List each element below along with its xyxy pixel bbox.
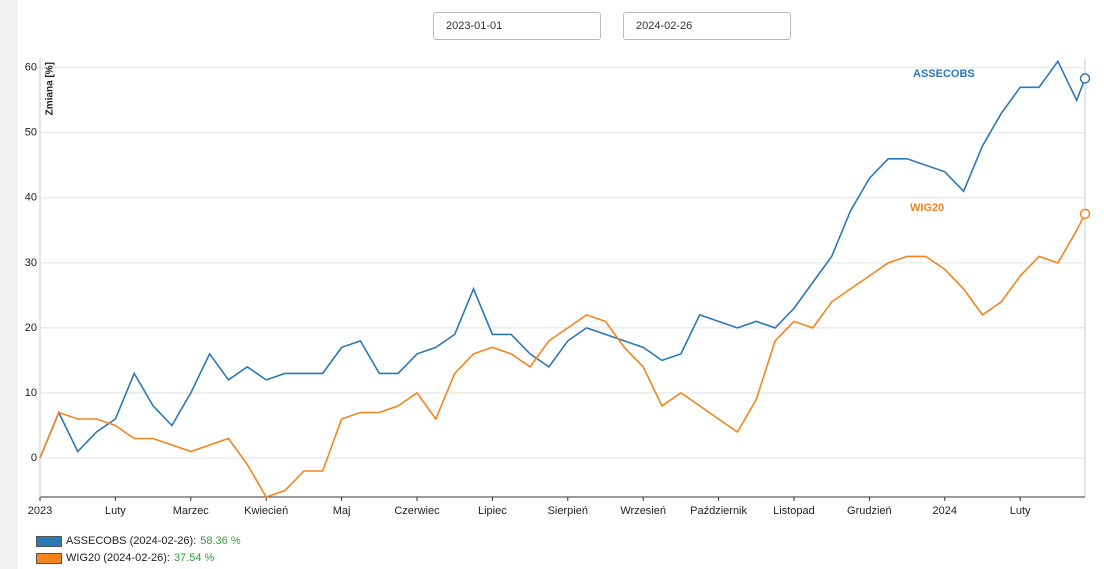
x-tick-label: Listopad [773,505,815,517]
x-tick-label: 2024 [933,505,957,517]
y-tick-label: 50 [25,127,37,139]
y-tick-label: 40 [25,192,37,204]
legend-value: 37.54 % [173,552,215,564]
x-tick-label: Kwiecień [244,505,288,517]
x-tick-label: 2023 [28,505,52,517]
series-line [39,213,1086,498]
end-date-input[interactable]: 2024-02-26 [623,12,791,40]
y-tick-label: 0 [31,452,37,464]
series-label: ASSECOBS [913,68,975,80]
x-tick-label: Październik [690,505,747,517]
y-tick-label: 10 [25,387,37,399]
legend-label: ASSECOBS (2024-02-26): [66,535,197,547]
x-tick-label: Maj [333,505,351,517]
x-tick-label: Wrzesień [620,505,666,517]
series-label: WIG20 [910,202,944,214]
legend-item: ASSECOBS (2024-02-26): 58.36 % [36,534,241,548]
x-tick-label: Luty [105,505,126,517]
chart-panel: 2023-01-01 2024-02-26 0 10 20 30 40 50 60 2023 L… [18,0,1104,569]
x-tick-label: Marzec [173,505,210,517]
x-tick-label: Grudzień [847,505,892,517]
chart: 0 10 20 30 40 50 60 2023 Luty Marzec Kwiecień Maj Cz… [25,58,1091,517]
legend-swatch [36,535,62,547]
x-tick-label: Luty [1010,505,1031,517]
x-tick-label: Czerwiec [394,505,440,517]
legend-item: WIG20 (2024-02-26): 37.54 % [36,551,214,565]
y-axis-label: Zmiana [%] [45,62,56,115]
end-marker [1079,73,1091,84]
y-tick-label: 30 [25,257,37,269]
end-marker [1079,208,1091,220]
legend-label: WIG20 (2024-02-26): [66,552,170,564]
y-tick-label: 60 [25,62,37,74]
y-tick-label: 20 [25,322,37,334]
legend-swatch [36,552,62,564]
x-tick-label: Lipiec [478,505,507,517]
x-tick-label: Sierpień [548,505,588,517]
series-line [39,59,1086,459]
start-date-input[interactable]: 2023-01-01 [433,12,601,40]
legend-value: 58.36 % [200,535,241,547]
